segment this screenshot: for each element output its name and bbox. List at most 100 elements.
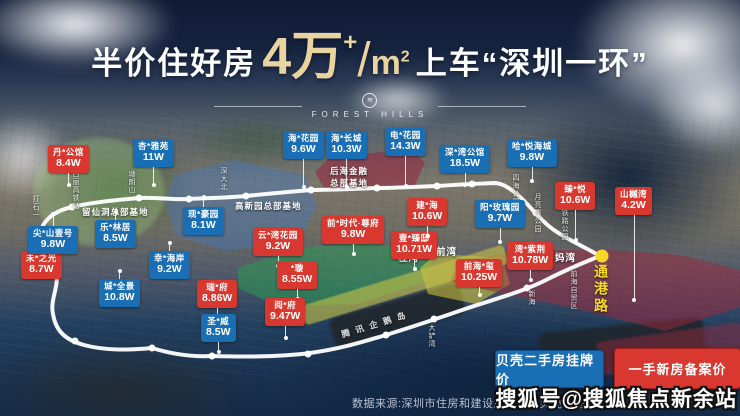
leader-line <box>528 269 533 282</box>
project-price: 9.7W <box>487 212 513 225</box>
road-label: 新海 <box>528 290 535 306</box>
price-label-resale: 杏*雅苑 11W <box>133 139 174 187</box>
brand-rule-right <box>438 105 527 107</box>
project-price: 9.2W <box>265 240 291 253</box>
road-label: 前海自贸区 <box>570 270 577 310</box>
project-name: 丹*公馆 <box>53 147 84 157</box>
project-name: 未*之光 <box>26 253 57 263</box>
tonggang-road-label: 通港路 <box>593 264 609 315</box>
project-price: 10.78W <box>512 254 549 267</box>
road-label: 大铲湾 <box>428 324 435 348</box>
brand-name: FOREST HILLS <box>311 110 429 119</box>
road-label: 铁路公园 <box>561 209 568 241</box>
project-price: 10.6W <box>560 194 591 207</box>
project-price: 14.3W <box>390 140 421 153</box>
project-name: 壹*臻邸 <box>398 233 430 243</box>
tonggang-road-station-dot <box>595 249 609 263</box>
price-label-new: 瑞*府 8.86W <box>197 280 238 320</box>
project-name: 现*豪园 <box>188 209 219 219</box>
price-label-new: 云*湾花园 9.2W <box>253 228 303 268</box>
leader-line <box>477 286 482 297</box>
title-left: 半价住好房 <box>91 46 257 81</box>
road-label: 西丽高铁站 <box>72 170 79 210</box>
project-price: 10.3W <box>331 143 362 156</box>
project-price: 4.2W <box>621 199 646 212</box>
project-name: 哈*悦海城 <box>512 141 552 151</box>
project-name: 深*湾公馆 <box>445 147 485 157</box>
project-price: 10.8W <box>104 291 135 304</box>
price-label-resale: 现*豪园 8.1W <box>183 195 224 235</box>
leader-line <box>117 269 122 279</box>
project-name: 幸*海岸 <box>154 253 185 263</box>
project-name: 瑞*府 <box>206 282 229 292</box>
price-label-resale: 尖*山壹号 9.8W <box>28 212 78 254</box>
price-label-new: 湾*紫荆 10.78W <box>507 242 554 282</box>
project-price: 8.55W <box>282 273 313 286</box>
project-name: 阳*玫瑰园 <box>480 202 520 212</box>
price-label-new: 建*海 10.6W <box>407 198 448 238</box>
price-label-resale: 圣*威 8.5W <box>201 314 236 354</box>
project-name: 湾*紫荆 <box>514 244 546 254</box>
price-label-resale: 幸*海岸 9.2W <box>149 241 190 279</box>
leader-line <box>301 158 306 189</box>
project-name: 阅*府 <box>274 300 297 310</box>
leader-line <box>412 258 417 271</box>
leader-line <box>463 172 468 187</box>
leader-line <box>51 212 56 226</box>
project-name: 海*长城 <box>331 133 362 143</box>
area-label: 后海金融 总部基地 <box>330 166 369 188</box>
leader-line <box>498 227 503 244</box>
price-label-new: 臻*悦 10.6W <box>555 182 596 242</box>
price-label-resale: 城*全景 10.8W <box>99 269 140 307</box>
header: 半价住好房 4万+/m2 上车“深圳一环” ≋ FOREST HILLS <box>0 14 740 119</box>
forest-hills-logo-icon: ≋ <box>362 93 378 108</box>
project-name: 建*海 <box>416 200 439 210</box>
road-label: 深大北 <box>220 167 227 191</box>
price-label-new: 前*时代·尊府 9.8W <box>322 216 385 256</box>
project-price: 8.4W <box>56 157 81 170</box>
price-label-resale: 乐*林居 8.5W <box>95 210 136 248</box>
project-price: 10.6W <box>412 210 443 223</box>
project-price: 8.86W <box>202 292 233 305</box>
leader-line <box>151 166 156 187</box>
project-price: 8.7W <box>29 263 54 276</box>
title-price: 4万+/m2 <box>262 28 410 87</box>
project-name: 前海*玺 <box>463 261 495 271</box>
price-label-resale: 电*花园 14.3W <box>385 128 426 188</box>
brand-row: ≋ FOREST HILLS <box>0 93 740 119</box>
project-price: 8.5W <box>103 232 128 245</box>
watermark: 搜狐号@搜狐焦点新余站 <box>495 388 737 411</box>
title-right: 上车“深圳一环” <box>415 46 649 81</box>
legend-new-home-price: 一手新房备案价 <box>614 348 740 389</box>
project-price: 18.5W <box>449 157 481 170</box>
project-name: 臻*悦 <box>564 184 587 194</box>
leader-line <box>283 325 288 340</box>
price-label-resale: 阳*玫瑰园 9.7W <box>475 200 525 244</box>
project-name: 乐*林居 <box>100 222 131 232</box>
project-price: 10.71W <box>396 243 433 256</box>
project-name: 杏*雅苑 <box>138 141 169 151</box>
leader-line <box>66 172 71 187</box>
area-label: 高新园总部基地 <box>235 201 302 211</box>
price-label-resale: 海*花园 9.6W <box>283 131 324 189</box>
price-label-new: 山樾湾 4.2W <box>615 187 653 302</box>
project-price: 9.47W <box>270 310 301 323</box>
brand-rule-left <box>213 105 302 107</box>
road-label: 打石一 <box>32 195 39 219</box>
price-label-new: 丹*公馆 8.4W <box>48 145 89 187</box>
leader-line <box>351 243 356 256</box>
project-name: 海*花园 <box>288 133 319 143</box>
project-name: 圣*威 <box>207 316 230 326</box>
project-price: 8.5W <box>206 326 231 339</box>
price-label-new: 阅*府 9.47W <box>265 298 306 340</box>
project-name: 前*时代·尊府 <box>327 218 380 228</box>
leader-line <box>530 166 535 183</box>
leader-line <box>632 214 636 302</box>
price-label-new: 未*之光 8.7W <box>21 239 62 279</box>
project-price: 9.8W <box>340 228 366 241</box>
leader-line <box>573 209 578 242</box>
area-label: 妈湾 <box>555 253 577 264</box>
project-name: 云*湾花园 <box>258 230 298 240</box>
project-price: 9.8W <box>40 238 66 251</box>
